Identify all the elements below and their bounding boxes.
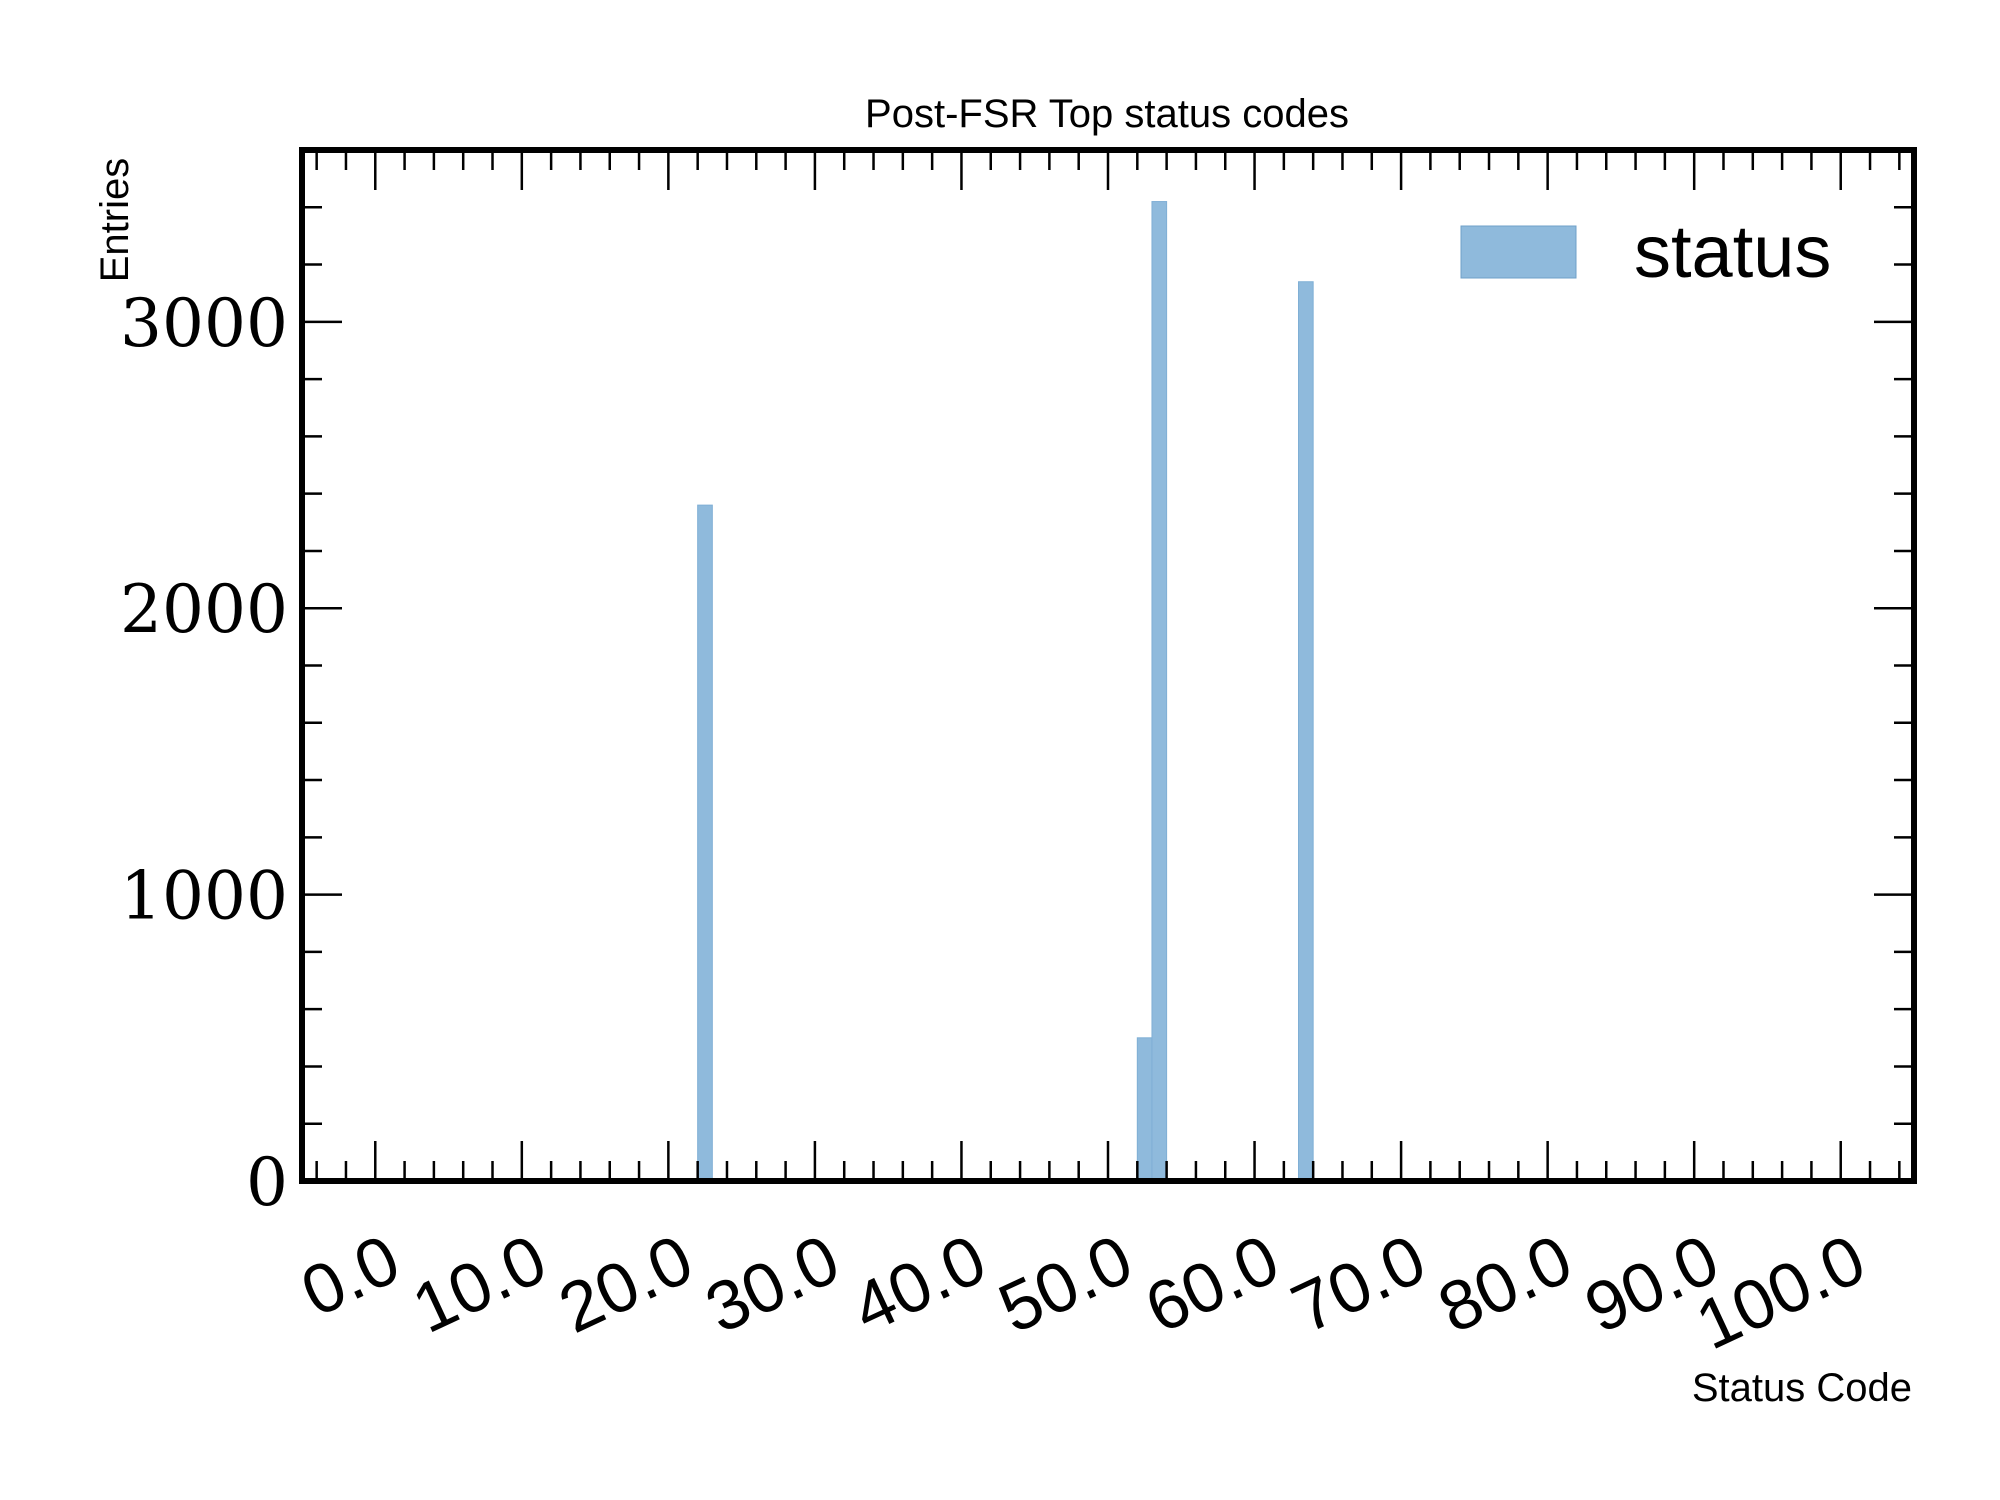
x-tick-label: 70.0 bbox=[1280, 1220, 1436, 1348]
legend-swatch bbox=[1460, 225, 1577, 279]
bars-group bbox=[697, 201, 1314, 1182]
x-tick-label: 0.0 bbox=[290, 1220, 411, 1332]
histogram-bar bbox=[697, 504, 713, 1182]
y-tick-label: 2000 bbox=[120, 571, 288, 648]
histogram-bar bbox=[1136, 1037, 1153, 1182]
plot-frame bbox=[299, 147, 1917, 1184]
y-axis-label: Entries bbox=[93, 158, 137, 283]
y-tick-labels: 0 1000 2000 3000 bbox=[120, 285, 288, 1221]
x-tick-label: 50.0 bbox=[987, 1220, 1143, 1348]
y-tick-label: 1000 bbox=[120, 858, 288, 935]
x-tick-label: 40.0 bbox=[841, 1220, 997, 1348]
x-axis-label: Status Code bbox=[1692, 1366, 1912, 1410]
chart-title: Post-FSR Top status codes bbox=[865, 92, 1349, 136]
y-tick-label: 3000 bbox=[120, 285, 288, 362]
x-tick-labels: 0.010.020.030.040.050.060.070.080.090.01… bbox=[290, 1220, 1877, 1365]
x-tick-label: 20.0 bbox=[548, 1220, 704, 1348]
x-tick-label: 100.0 bbox=[1685, 1220, 1877, 1365]
legend-label: status bbox=[1634, 210, 1831, 293]
x-tick-label: 60.0 bbox=[1134, 1220, 1290, 1348]
ticks-group bbox=[302, 148, 1914, 1183]
histogram-bar bbox=[1151, 201, 1168, 1182]
x-tick-label: 80.0 bbox=[1427, 1220, 1583, 1348]
legend: status bbox=[1460, 210, 1831, 293]
y-tick-label: 0 bbox=[246, 1144, 288, 1221]
histogram-bar bbox=[1298, 281, 1314, 1182]
x-tick-label: 30.0 bbox=[694, 1220, 850, 1348]
x-tick-label: 10.0 bbox=[401, 1220, 557, 1348]
